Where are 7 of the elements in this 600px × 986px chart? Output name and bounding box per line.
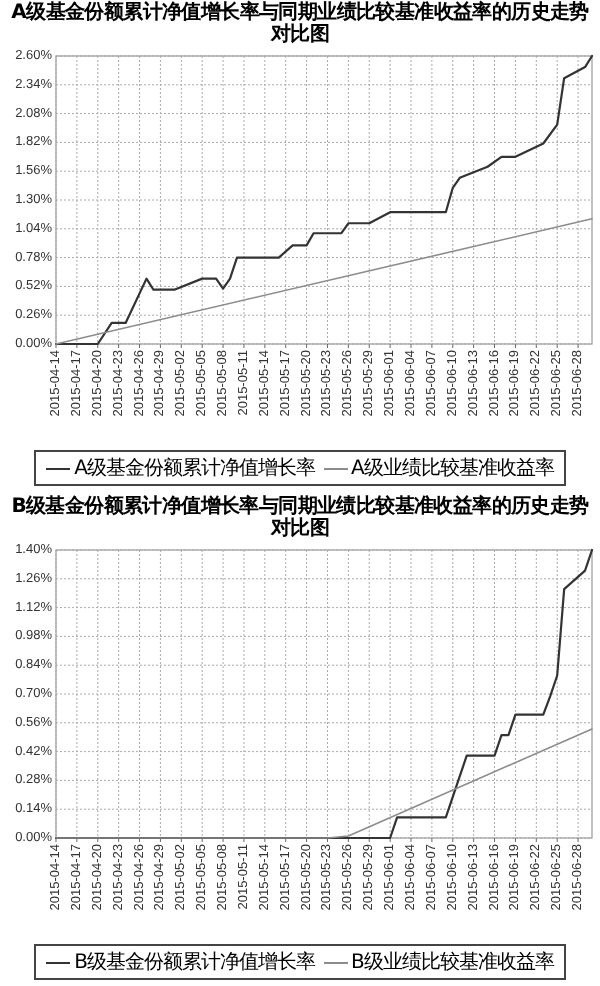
legend-label: B级基金份额累计净值增长率 [74, 949, 315, 976]
legend-label: A级业绩比较基准收益率 [351, 455, 554, 482]
line-series [54, 54, 594, 346]
chart-title: A级基金份额累计净值增长率与同期业绩比较基准收益率的历史走势对比图 [9, 2, 591, 46]
legend-label: B级业绩比较基准收益率 [351, 949, 554, 976]
chart-title: B级基金份额累计净值增长率与同期业绩比较基准收益率的历史走势对比图 [9, 496, 591, 540]
legend-label: A级基金份额累计净值增长率 [74, 455, 315, 482]
